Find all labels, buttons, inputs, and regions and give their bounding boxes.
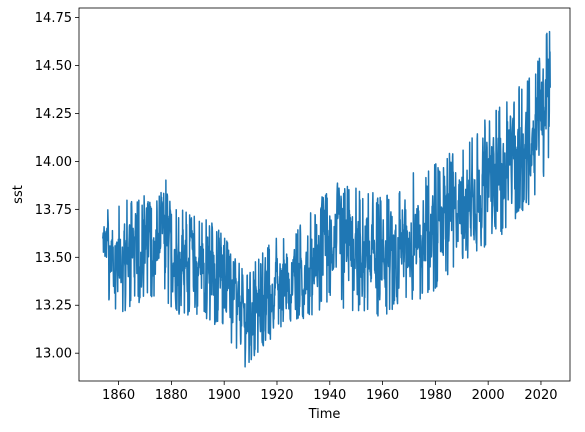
x-tick-label: 2000: [472, 388, 505, 403]
x-tick-label: 1880: [155, 388, 188, 403]
plot-area: [102, 30, 551, 368]
x-axis: 1860 1880 1900 1920 1940 1960 1980 2000 2020: [102, 381, 558, 403]
y-tick-label: 14.75: [35, 11, 72, 26]
axes-frame: [78, 7, 571, 382]
y-tick-label: 14.50: [35, 59, 72, 74]
y-axis-label: sst: [11, 185, 26, 204]
y-tick-label: 14.00: [35, 155, 72, 170]
x-tick-label: 1980: [419, 388, 452, 403]
x-tick-label: 1860: [102, 388, 135, 403]
x-tick-label: 1960: [366, 388, 399, 403]
x-tick-label: 1900: [208, 388, 241, 403]
y-tick-label: 13.25: [35, 299, 72, 314]
x-axis-label: Time: [308, 407, 341, 422]
x-tick-label: 2020: [524, 388, 557, 403]
y-tick-label: 14.25: [35, 107, 72, 122]
y-axis: 13.00 13.25 13.50 13.75 14.00 14.25 14.50 14.75: [35, 11, 79, 362]
y-tick-label: 13.75: [35, 203, 72, 218]
y-tick-label: 13.50: [35, 251, 72, 266]
x-tick-label: 1940: [313, 388, 346, 403]
y-tick-label: 13.00: [35, 347, 72, 362]
x-tick-label: 1920: [260, 388, 293, 403]
sst-series-line: [102, 30, 551, 368]
